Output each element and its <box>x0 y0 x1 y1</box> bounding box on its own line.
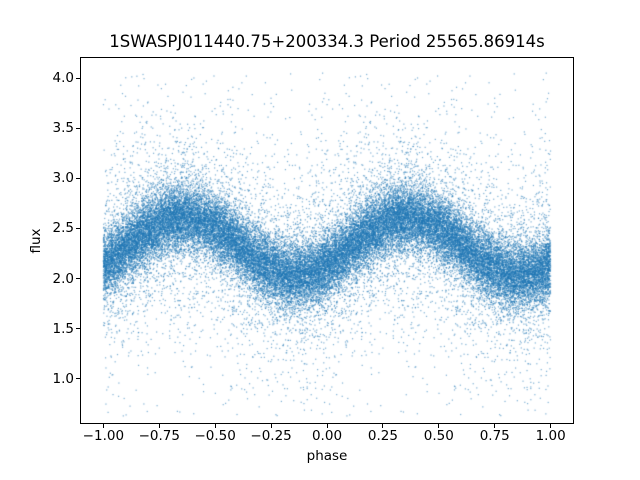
y-tick-label: 3.0 <box>52 170 74 187</box>
y-tick-label: 4.0 <box>52 70 74 87</box>
x-tick-label: −0.75 <box>138 428 180 444</box>
plot-area <box>80 57 574 424</box>
chart-title: 1SWASPJ011440.75+200334.3 Period 25565.8… <box>109 32 545 51</box>
y-tick-mark <box>76 378 80 380</box>
y-tick-label: 1.5 <box>52 320 74 337</box>
x-tick-label: 0.00 <box>311 428 343 444</box>
x-tick-label: 1.00 <box>535 428 566 444</box>
x-tick-label: −0.25 <box>250 428 292 444</box>
y-tick-mark <box>76 177 80 179</box>
y-tick-mark <box>76 278 80 280</box>
y-tick-mark <box>76 127 80 129</box>
x-tick-label: −0.50 <box>194 428 236 444</box>
y-tick-label: 3.5 <box>52 120 74 137</box>
x-axis-label: phase <box>306 448 348 464</box>
y-tick-mark <box>76 227 80 229</box>
x-tick-mark <box>270 424 272 428</box>
x-tick-label: 0.50 <box>423 428 454 444</box>
x-tick-mark <box>438 424 440 428</box>
x-tick-mark <box>382 424 384 428</box>
x-tick-mark <box>326 424 328 428</box>
scatter-points-canvas <box>81 58 573 423</box>
x-tick-mark <box>494 424 496 428</box>
x-tick-mark <box>550 424 552 428</box>
y-tick-mark <box>76 77 80 79</box>
y-tick-mark <box>76 328 80 330</box>
y-tick-label: 1.0 <box>52 370 74 387</box>
x-tick-mark <box>102 424 104 428</box>
y-axis-label: flux <box>28 228 44 254</box>
x-tick-label: 0.75 <box>479 428 510 444</box>
y-tick-label: 2.0 <box>52 270 74 287</box>
x-tick-mark <box>214 424 216 428</box>
x-tick-label: −1.00 <box>82 428 125 444</box>
y-tick-label: 2.5 <box>52 220 74 237</box>
x-tick-label: 0.25 <box>367 428 398 444</box>
x-tick-mark <box>158 424 160 428</box>
